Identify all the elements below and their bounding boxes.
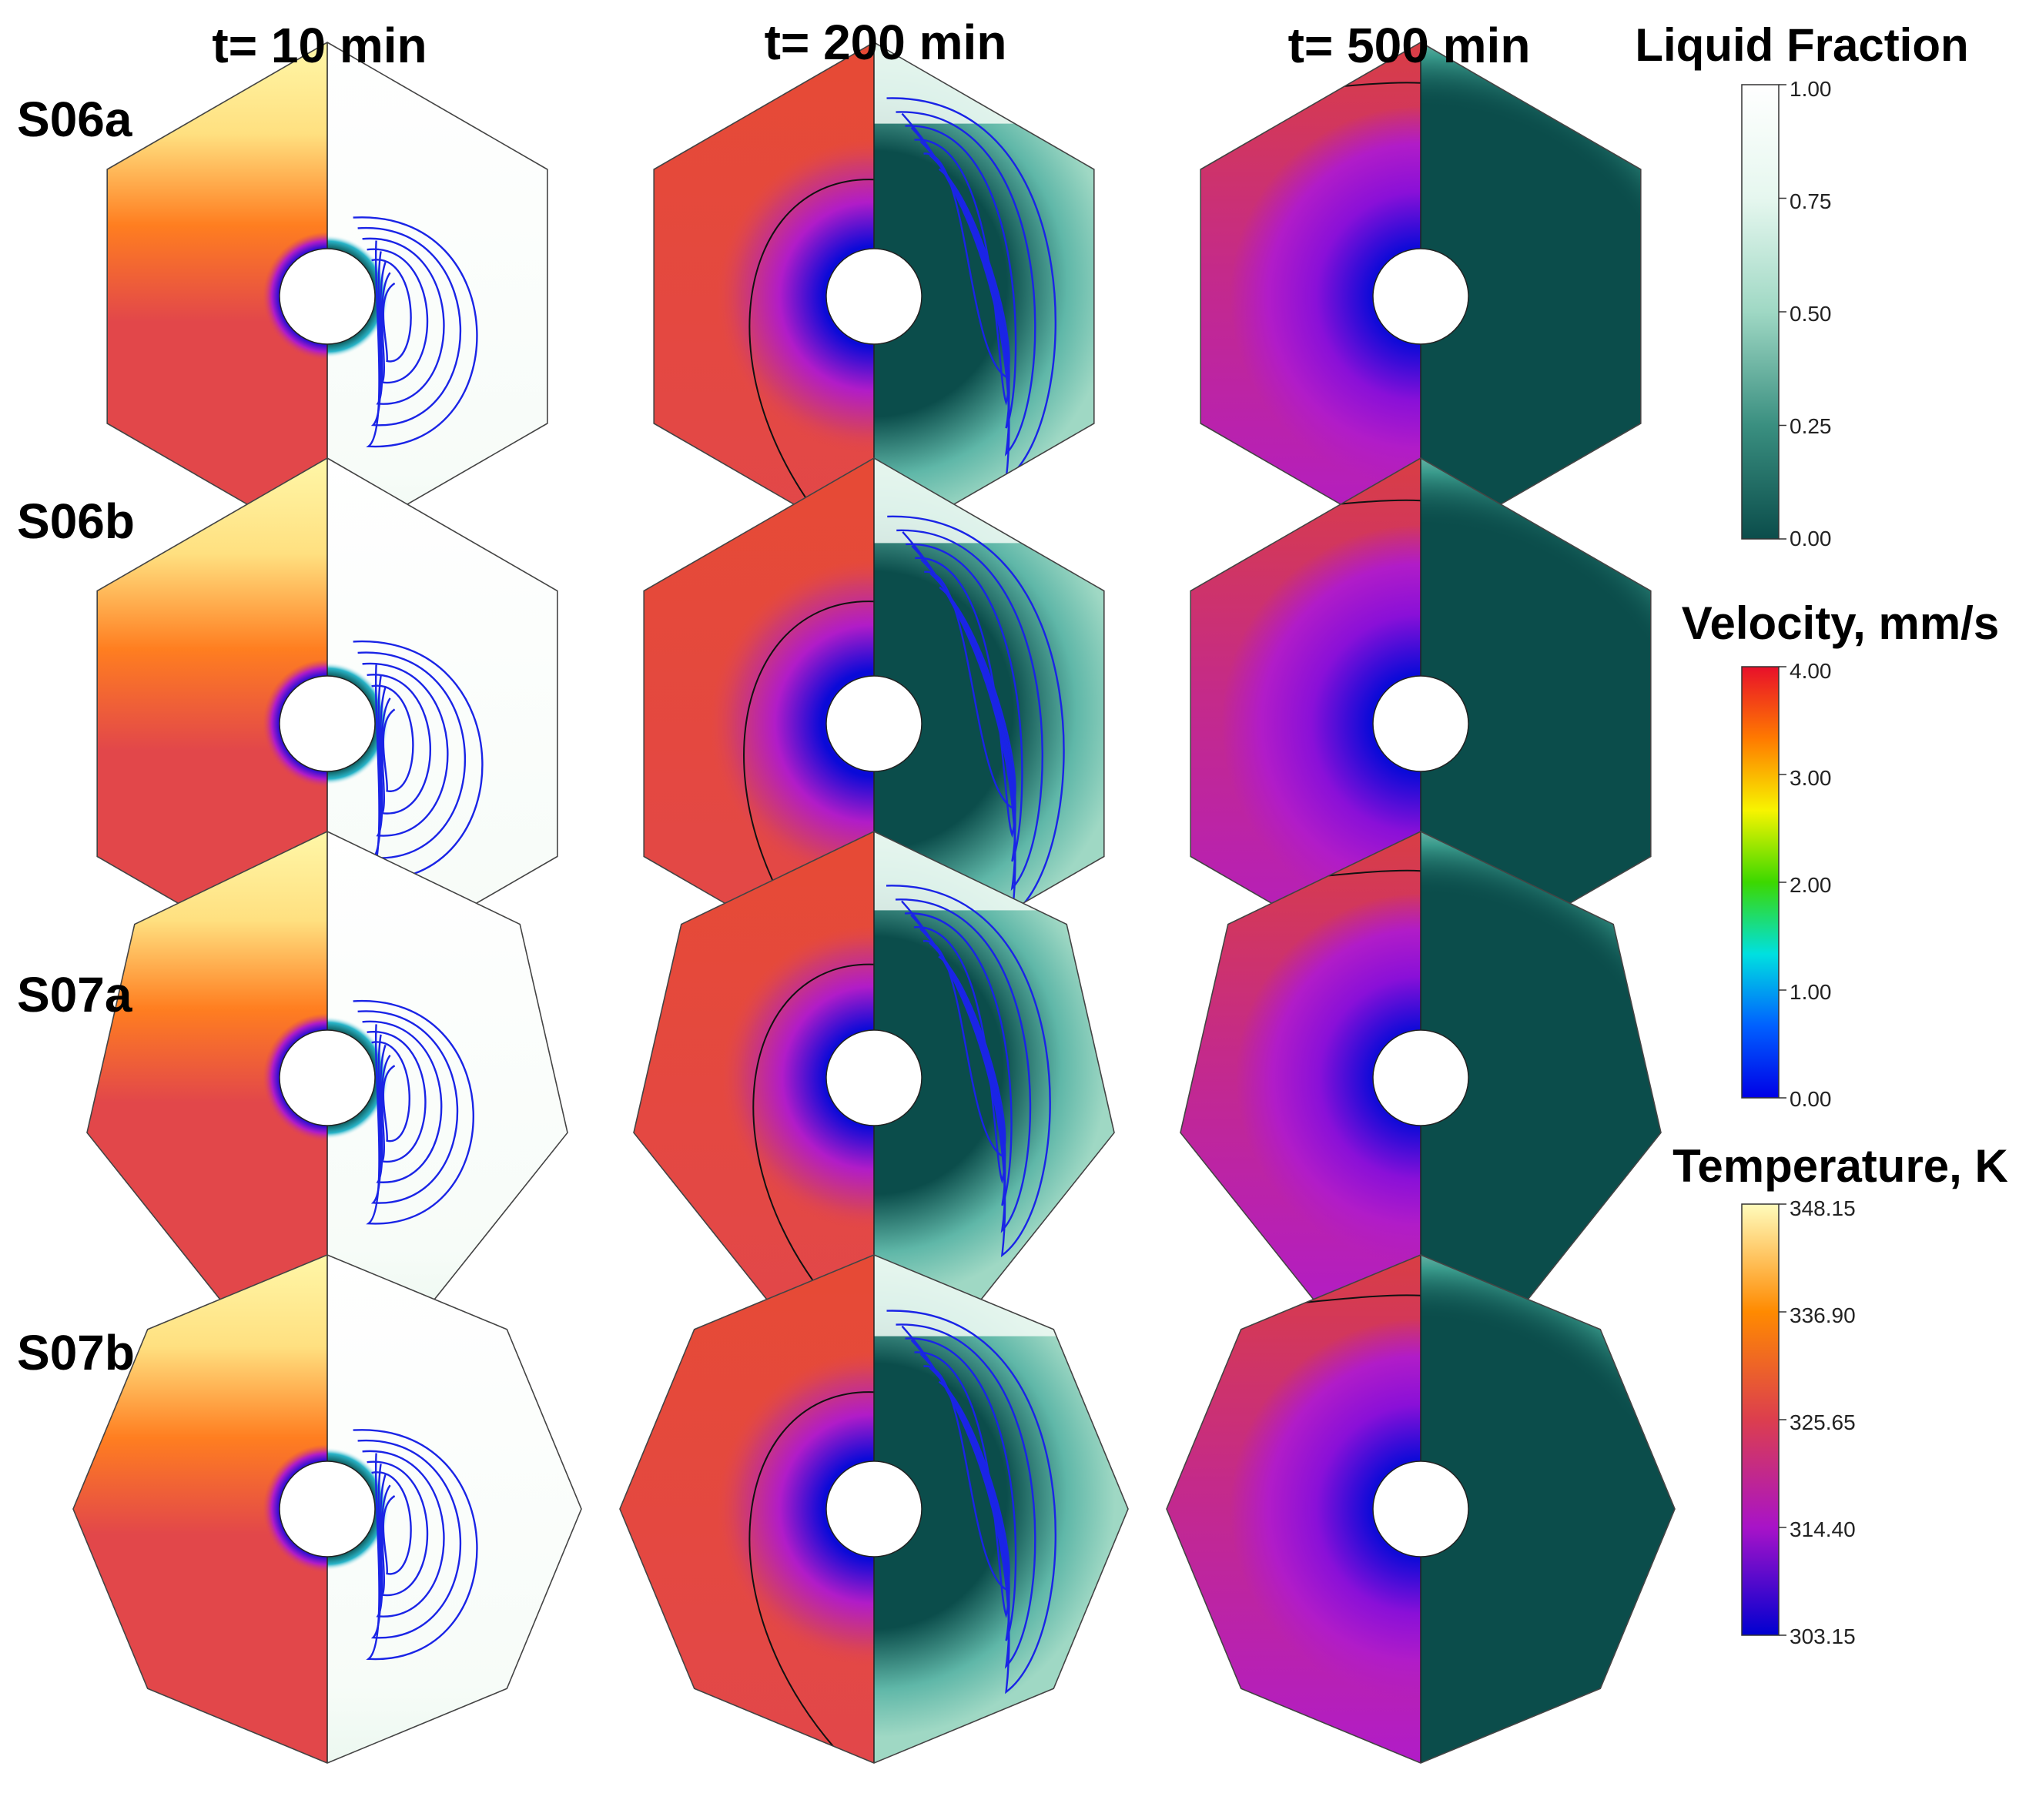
streamlines bbox=[353, 216, 478, 448]
temperature-tick-label: 336.90 bbox=[1790, 1303, 1856, 1327]
row-label-s07b: S07b bbox=[17, 1325, 135, 1380]
colorbar-temperature bbox=[1741, 1203, 1786, 1636]
streamlines bbox=[353, 641, 484, 882]
velocity-tick-label: 3.00 bbox=[1790, 766, 1832, 790]
column-title-t10: t= 10 min bbox=[212, 18, 427, 73]
temperature-tick-label: 303.15 bbox=[1790, 1624, 1856, 1648]
melt-front-contour bbox=[752, 963, 874, 1300]
streamlines bbox=[353, 1429, 478, 1661]
liquid-tick-label: 0.00 bbox=[1790, 527, 1832, 550]
melt-front-contour bbox=[748, 179, 874, 547]
liquid-tick-label: 1.00 bbox=[1790, 77, 1832, 101]
streamlines bbox=[353, 1000, 474, 1225]
liquid-tick-label: 0.50 bbox=[1790, 302, 1832, 326]
panel-s06a-col1 bbox=[106, 42, 548, 551]
velocity-tick-label: 2.00 bbox=[1790, 873, 1832, 897]
velocity-tick-label: 1.00 bbox=[1790, 980, 1832, 1004]
melt-front-contour bbox=[748, 1391, 874, 1759]
liquid-tick-label: 0.75 bbox=[1790, 189, 1832, 213]
enclosure-outline bbox=[619, 1254, 1129, 1764]
enclosure-outline bbox=[1166, 1254, 1676, 1764]
heat-pipe bbox=[825, 248, 922, 345]
enclosure-outline bbox=[72, 1254, 582, 1764]
heat-pipe bbox=[825, 1029, 922, 1126]
heat-pipe bbox=[1372, 675, 1469, 772]
panel-s07a-col3 bbox=[1180, 831, 1662, 1324]
row-label-s06a: S06a bbox=[17, 92, 132, 147]
panel-grid bbox=[72, 42, 1676, 1764]
row-label-s06b: S06b bbox=[17, 493, 135, 549]
streamlines bbox=[887, 515, 1065, 918]
column-title-t200: t= 200 min bbox=[764, 15, 1007, 70]
temperature-tick-label: 314.40 bbox=[1790, 1517, 1856, 1541]
heat-pipe bbox=[825, 675, 922, 772]
temperature-tick-label: 325.65 bbox=[1790, 1410, 1856, 1434]
heat-pipe bbox=[1372, 1460, 1469, 1557]
row-label-s07a: S07a bbox=[17, 967, 132, 1022]
heat-pipe bbox=[279, 1029, 376, 1126]
panel-s07b-col3 bbox=[1166, 1254, 1676, 1764]
colorbars bbox=[1741, 84, 1786, 1636]
heat-pipe bbox=[279, 248, 376, 345]
colorbar-title-velocity: Velocity, mm/s bbox=[1681, 597, 2000, 649]
heat-pipe bbox=[279, 675, 376, 772]
panel-s07b-col2 bbox=[619, 1254, 1129, 1764]
liquid-tick-label: 0.25 bbox=[1790, 414, 1832, 438]
colorbar-title-temperature: Temperature, K bbox=[1672, 1140, 2008, 1192]
heat-pipe bbox=[279, 1460, 376, 1557]
colorbar-liquid bbox=[1741, 84, 1786, 540]
streamlines bbox=[886, 885, 1051, 1258]
heat-pipe bbox=[1372, 1029, 1469, 1126]
velocity-tick-label: 0.00 bbox=[1790, 1087, 1832, 1111]
temperature-tick-label: 348.15 bbox=[1790, 1196, 1856, 1220]
column-title-t500: t= 500 min bbox=[1287, 18, 1531, 73]
streamlines bbox=[886, 97, 1056, 482]
panel-s07b-col1 bbox=[72, 1254, 582, 1764]
panel-s07a-col2 bbox=[633, 831, 1115, 1324]
velocity-tick-label: 4.00 bbox=[1790, 659, 1832, 683]
heat-pipe bbox=[825, 1460, 922, 1557]
colorbar-velocity bbox=[1741, 666, 1786, 1099]
heat-pipe bbox=[1372, 248, 1469, 345]
streamlines bbox=[886, 1310, 1056, 1695]
panel-s07a-col1 bbox=[86, 831, 568, 1324]
colorbar-title-liquid-fraction: Liquid Fraction bbox=[1635, 19, 1969, 71]
